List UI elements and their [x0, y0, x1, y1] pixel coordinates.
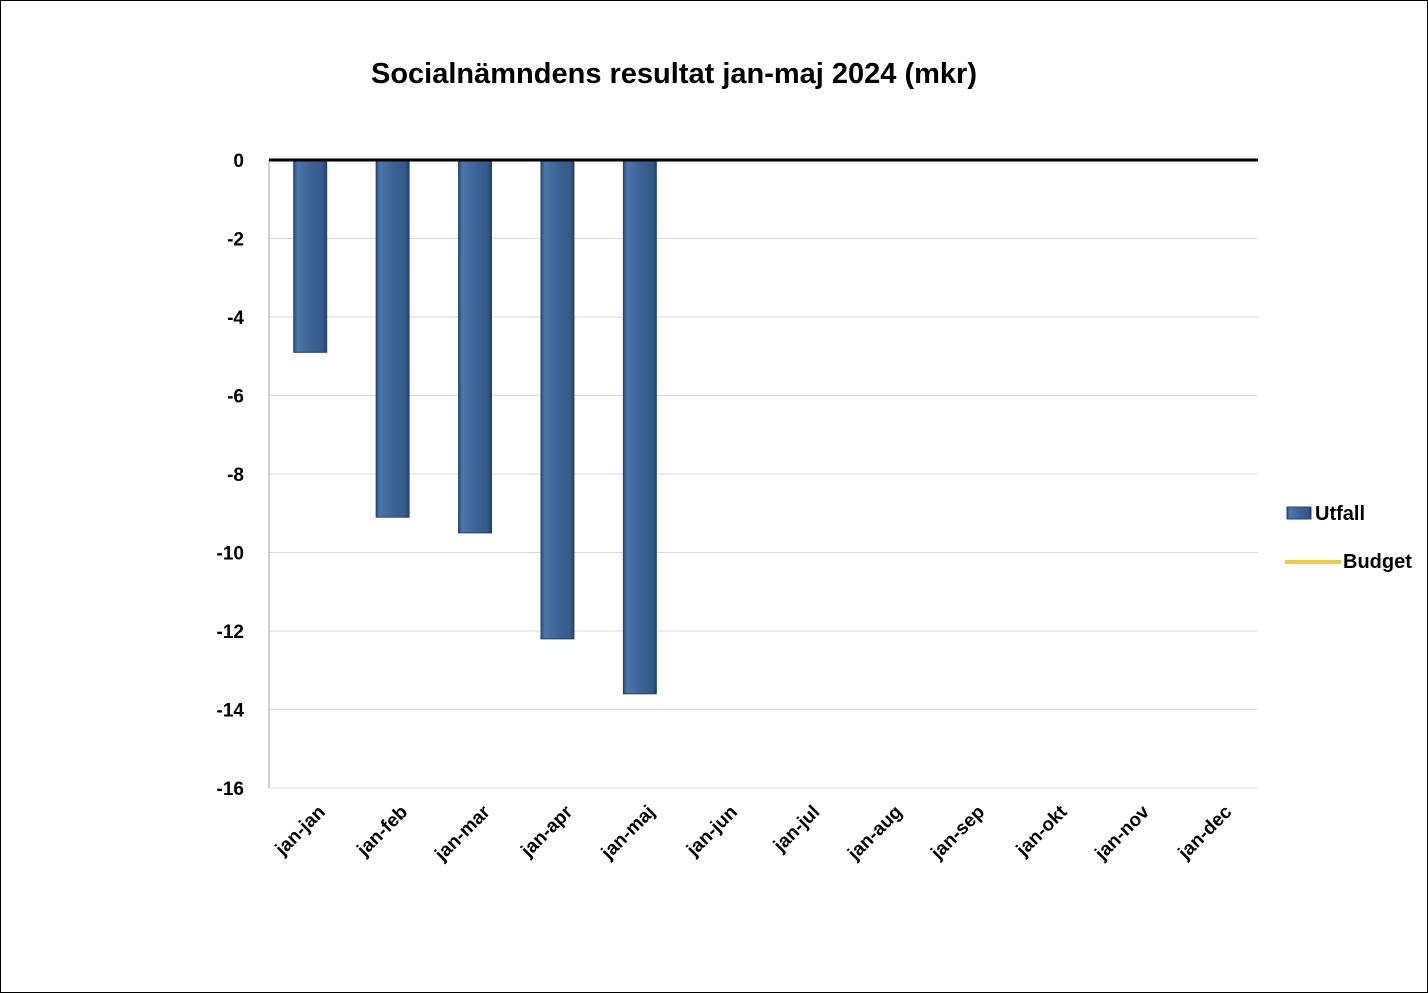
x-tick-label: jan-feb [353, 802, 413, 862]
grid-layer [269, 238, 1258, 789]
y-tick-label: -4 [227, 308, 244, 329]
x-tick-label: jan-okt [1012, 801, 1072, 861]
legend: Utfall Budget [1285, 503, 1412, 573]
y-tick-label: -16 [217, 779, 244, 800]
x-tick-label: jan-aug [843, 802, 906, 865]
bar-utfall [375, 159, 410, 518]
x-tick-label: jan-maj [597, 802, 660, 865]
x-tick-label: jan-dec [1174, 801, 1237, 864]
bar-utfall [293, 159, 328, 353]
y-tick-label: 0 [233, 151, 244, 172]
legend-swatch-utfall [1286, 506, 1312, 520]
y-tick-label: -8 [227, 465, 244, 486]
axis-layer: 0 -2 -4 -6 -8 -10 -12 -14 -16 jan-jan jan-feb jan-m… [217, 151, 1258, 866]
y-tick-label: -12 [217, 622, 244, 643]
legend-label-budget: Budget [1343, 551, 1412, 573]
y-tick-label: -2 [227, 230, 244, 251]
x-tick-label: jan-mar [430, 801, 495, 866]
x-tick-label: jan-nov [1091, 801, 1155, 865]
x-tick-label: jan-apr [517, 801, 578, 862]
bar-utfall [458, 159, 493, 534]
x-tick-label: jan-jul [769, 802, 824, 857]
y-tick-label: -10 [217, 544, 244, 565]
y-tick-label: -6 [227, 387, 244, 408]
x-tick-label: jan-jun [682, 802, 742, 862]
bar-utfall [622, 159, 657, 695]
x-tick-label: jan-sep [926, 802, 989, 865]
x-tick-label: jan-jan [271, 802, 330, 861]
bar-layer [293, 159, 657, 695]
legend-label-utfall: Utfall [1315, 503, 1365, 525]
chart-title: Socialnämndens resultat jan-maj 2024 (mk… [371, 58, 977, 90]
y-tick-label: -14 [217, 701, 245, 722]
bar-utfall [540, 159, 575, 640]
